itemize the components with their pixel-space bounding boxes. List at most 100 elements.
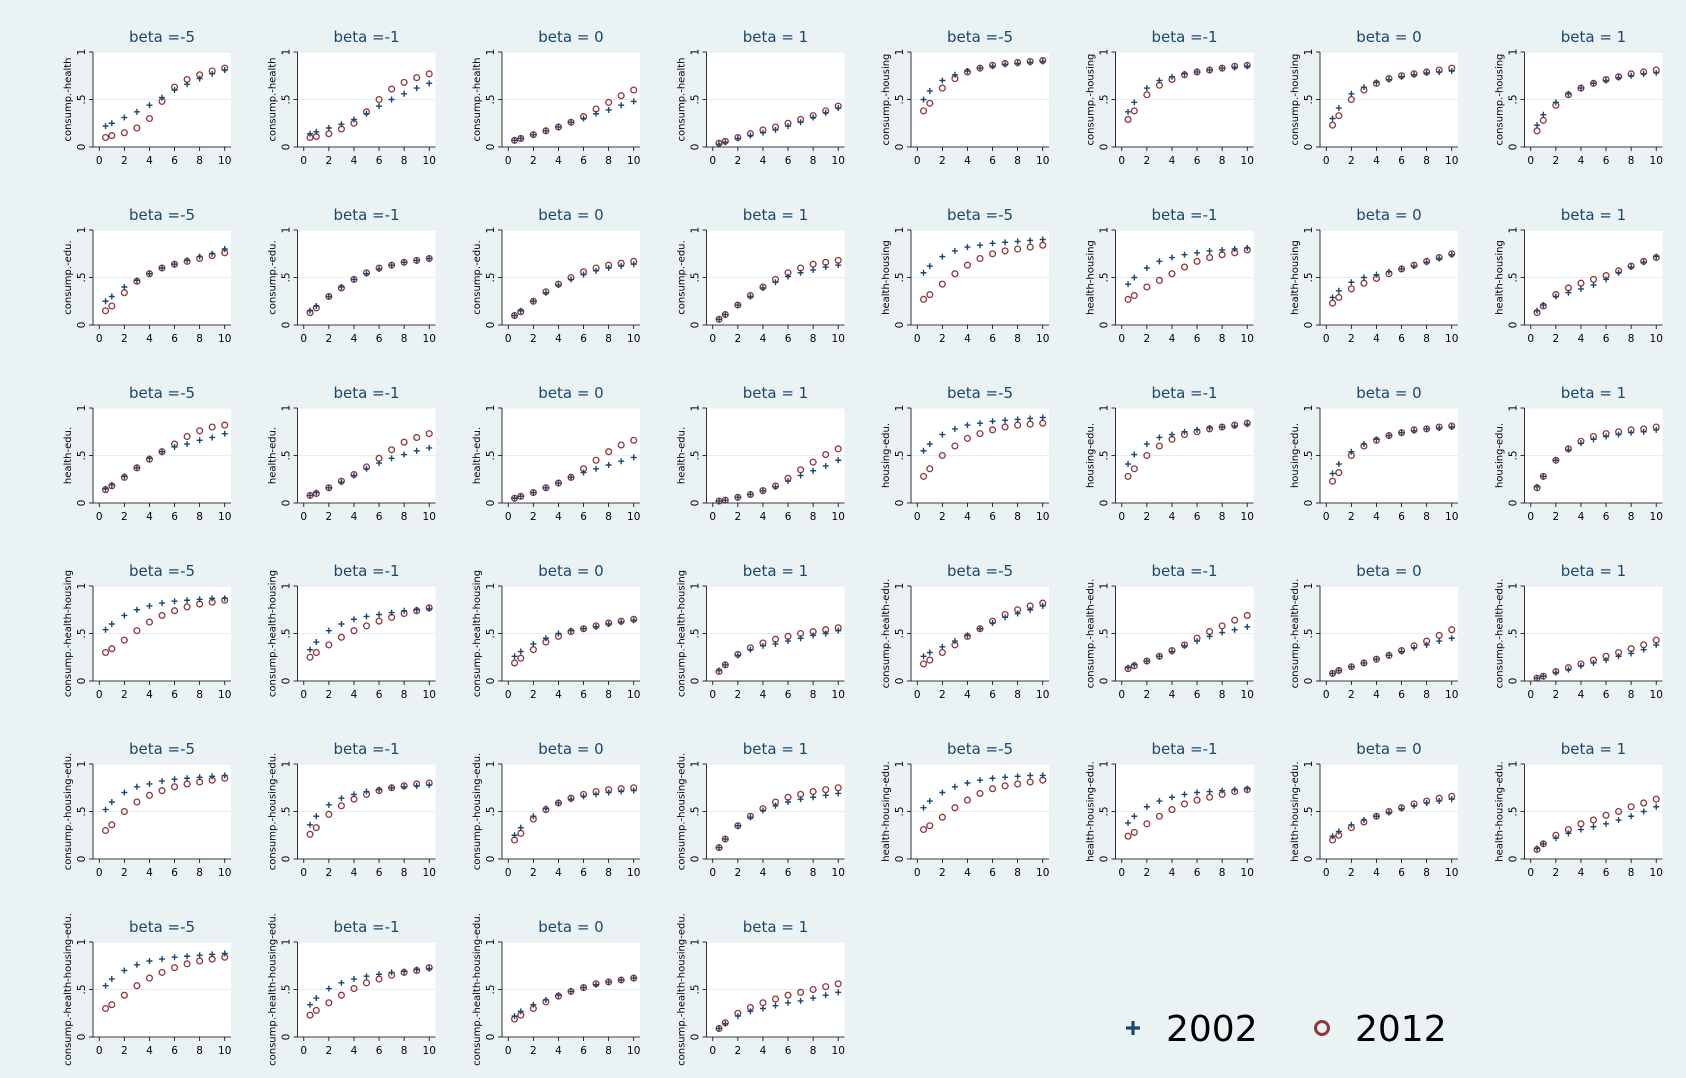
point-2002 <box>426 255 433 262</box>
point-2002 <box>388 262 395 269</box>
point-2002 <box>989 240 996 247</box>
point-2002 <box>1206 424 1213 431</box>
point-2002 <box>1628 429 1635 436</box>
y-tick-label: 1 <box>1508 227 1520 234</box>
x-tick-label: 10 <box>423 511 436 523</box>
point-2002 <box>1027 772 1034 779</box>
point-2002 <box>580 984 587 991</box>
x-tick-label: 0 <box>96 1045 103 1057</box>
point-2002 <box>1448 68 1455 74</box>
y-tick-label: 1 <box>690 583 702 590</box>
point-2002 <box>426 605 433 612</box>
point-2002 <box>1590 659 1597 666</box>
point-2002 <box>1360 659 1367 666</box>
x-tick-label: 4 <box>351 333 358 345</box>
y-tick-label: 0 <box>1099 322 1111 329</box>
point-2012 <box>1640 799 1648 807</box>
x-tick-label: 6 <box>1194 333 1201 345</box>
point-2002 <box>1131 661 1138 668</box>
point-2012 <box>133 627 141 635</box>
point-2012 <box>1001 782 1009 790</box>
x-tick-label: 4 <box>1578 155 1585 167</box>
point-2012 <box>617 441 625 449</box>
point-2002 <box>388 455 395 462</box>
point-2012 <box>1001 423 1009 431</box>
point-2012 <box>183 603 191 611</box>
point-2002 <box>171 261 178 268</box>
point-2002 <box>1423 259 1430 266</box>
x-tick-label: 10 <box>1445 867 1458 879</box>
point-2002 <box>401 90 408 97</box>
y-axis-label: health-housing <box>1086 240 1097 315</box>
x-tick-label: 6 <box>989 333 996 345</box>
legend-label-2002: 2002 <box>1166 1009 1258 1050</box>
point-2012 <box>133 124 141 132</box>
x-tick-label: 4 <box>351 867 358 879</box>
point-2002 <box>1219 424 1226 430</box>
point-2002 <box>338 479 345 486</box>
panel-title: beta =-1 <box>1151 740 1217 758</box>
point-2002 <box>747 293 754 300</box>
x-tick-label: 6 <box>1603 511 1610 523</box>
point-2002 <box>759 642 766 649</box>
x-tick-label: 8 <box>1628 155 1635 167</box>
x-tick-label: 4 <box>146 689 153 701</box>
point-2002 <box>511 653 518 660</box>
y-tick-label: 1 <box>1303 583 1315 590</box>
point-2002 <box>1577 85 1584 92</box>
y-tick-label: .5 <box>1508 450 1520 460</box>
point-2002 <box>964 68 971 74</box>
point-2002 <box>1552 669 1559 676</box>
y-tick-label: 1 <box>894 405 906 412</box>
point-2012 <box>988 250 997 258</box>
x-tick-label: 2 <box>1144 689 1151 701</box>
point-2002 <box>1398 265 1405 272</box>
point-2012 <box>362 622 371 630</box>
point-2002 <box>196 952 203 959</box>
point-2002 <box>568 276 574 283</box>
x-tick-label: 0 <box>96 333 103 345</box>
point-2012 <box>425 430 433 438</box>
point-2002 <box>171 954 178 961</box>
x-tick-label: 4 <box>1578 689 1585 701</box>
point-2012 <box>988 785 997 793</box>
x-tick-label: 8 <box>196 867 203 879</box>
x-tick-label: 2 <box>735 333 742 345</box>
y-tick-label: 1 <box>485 583 497 590</box>
point-2002 <box>108 976 115 983</box>
x-tick-label: 0 <box>96 155 103 167</box>
x-tick-label: 4 <box>351 511 358 523</box>
x-tick-label: 0 <box>300 333 307 345</box>
x-tick-label: 8 <box>1014 333 1021 345</box>
point-2002 <box>1335 828 1342 835</box>
x-tick-label: 10 <box>1036 689 1049 701</box>
x-tick-label: 4 <box>1373 333 1380 345</box>
x-tick-label: 8 <box>401 333 408 345</box>
point-2002 <box>1398 648 1405 655</box>
point-2002 <box>747 491 754 498</box>
point-2002 <box>1640 428 1647 435</box>
panel-title: beta =-5 <box>129 918 195 936</box>
point-2002 <box>1168 794 1175 801</box>
x-tick-label: 0 <box>505 867 512 879</box>
point-2002 <box>951 71 958 78</box>
point-2002 <box>1131 274 1138 281</box>
point-2002 <box>133 108 140 115</box>
y-tick-label: .5 <box>76 450 88 460</box>
point-2002 <box>580 625 587 632</box>
y-tick-label: .5 <box>690 450 702 460</box>
x-tick-label: 8 <box>196 155 203 167</box>
x-tick-label: 0 <box>709 1045 716 1057</box>
y-tick-label: 1 <box>1099 49 1111 56</box>
panel: 0 2 4 6 8 10 0 .5 1 beta =-5 consump.-health-edu. <box>881 562 1049 701</box>
point-2002 <box>822 109 829 116</box>
point-2002 <box>517 307 524 314</box>
point-2012 <box>1130 291 1138 300</box>
point-2002 <box>580 271 587 278</box>
point-2012 <box>1652 795 1660 803</box>
point-2002 <box>1219 629 1226 636</box>
x-tick-label: 6 <box>376 511 383 523</box>
point-2002 <box>722 836 729 843</box>
x-tick-label: 0 <box>505 511 512 523</box>
point-2012 <box>221 421 229 429</box>
